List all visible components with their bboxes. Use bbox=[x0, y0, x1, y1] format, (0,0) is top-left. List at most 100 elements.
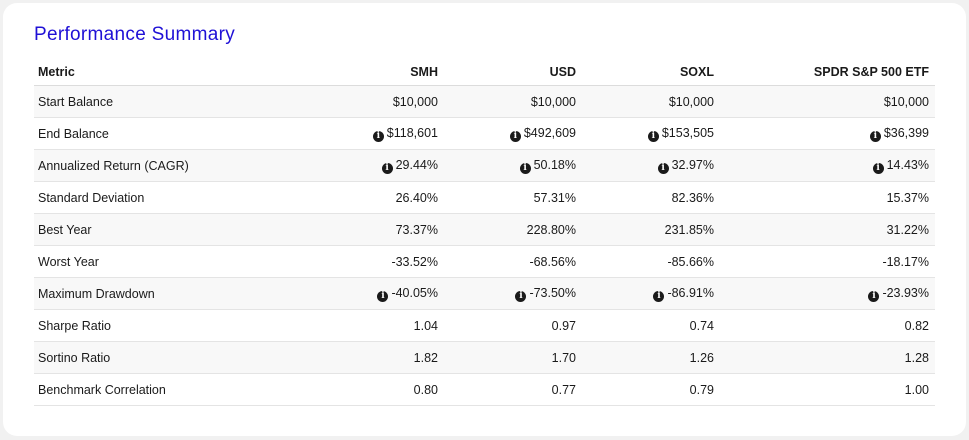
cell-soxl: -85.66% bbox=[582, 245, 720, 278]
metric-label: Worst Year bbox=[34, 245, 314, 278]
cell-value: 1.70 bbox=[551, 350, 576, 365]
metric-label: Sharpe Ratio bbox=[34, 309, 314, 342]
cell-value: -23.93% bbox=[882, 285, 929, 300]
metric-label: Annualized Return (CAGR) bbox=[34, 149, 314, 182]
info-icon[interactable]: i bbox=[647, 130, 659, 142]
cell-value: 14.43% bbox=[886, 157, 929, 172]
column-header-usd: USD bbox=[444, 59, 582, 86]
cell-value: 1.26 bbox=[689, 350, 714, 365]
cell-value: -68.56% bbox=[529, 254, 576, 269]
cell-spdr-sp500-etf: i 14.43% bbox=[720, 149, 935, 182]
cell-soxl: 231.85% bbox=[582, 213, 720, 246]
table-row: Sharpe Ratio 1.04 0.97 0.74 0.82 bbox=[34, 309, 935, 342]
cell-value: -73.50% bbox=[529, 285, 576, 300]
cell-usd: $10,000 bbox=[444, 85, 582, 118]
metric-label: Benchmark Correlation bbox=[34, 373, 314, 406]
cell-soxl: 0.74 bbox=[582, 309, 720, 342]
cell-soxl: i -86.91% bbox=[582, 277, 720, 310]
info-icon[interactable]: i bbox=[868, 290, 880, 302]
cell-spdr-sp500-etf: i $36,399 bbox=[720, 117, 935, 150]
info-icon[interactable]: i bbox=[509, 130, 521, 142]
table-row: Worst Year -33.52% -68.56% -85.66% -18.17% bbox=[34, 245, 935, 278]
cell-value: $10,000 bbox=[668, 94, 714, 109]
cell-value: 0.82 bbox=[904, 318, 929, 333]
cell-spdr-sp500-etf: 1.28 bbox=[720, 341, 935, 374]
metric-label: Standard Deviation bbox=[34, 181, 314, 214]
cell-soxl: i $153,505 bbox=[582, 117, 720, 150]
cell-usd: i $492,609 bbox=[444, 117, 582, 150]
cell-value: 29.44% bbox=[395, 157, 438, 172]
cell-value: 15.37% bbox=[886, 190, 929, 205]
cell-soxl: 82.36% bbox=[582, 181, 720, 214]
metric-label: Start Balance bbox=[34, 85, 314, 118]
cell-usd: 0.77 bbox=[444, 373, 582, 406]
cell-value: 32.97% bbox=[671, 157, 714, 172]
cell-value: 228.80% bbox=[526, 222, 576, 237]
info-icon[interactable]: i bbox=[515, 290, 527, 302]
info-icon[interactable]: i bbox=[657, 162, 669, 174]
cell-spdr-sp500-etf: $10,000 bbox=[720, 85, 935, 118]
cell-value: $10,000 bbox=[883, 94, 929, 109]
cell-value: $10,000 bbox=[530, 94, 576, 109]
cell-smh: 1.04 bbox=[314, 309, 444, 342]
cell-usd: 1.70 bbox=[444, 341, 582, 374]
info-icon[interactable]: i bbox=[372, 130, 384, 142]
cell-value: $118,601 bbox=[386, 125, 438, 140]
metric-label: End Balance bbox=[34, 117, 314, 150]
cell-value: 31.22% bbox=[886, 222, 929, 237]
cell-value: $492,609 bbox=[523, 125, 576, 140]
info-icon[interactable]: i bbox=[872, 162, 884, 174]
table-row: Annualized Return (CAGR) i 29.44% i 50.18% i 3… bbox=[34, 149, 935, 182]
info-icon[interactable]: i bbox=[519, 162, 531, 174]
cell-usd: -68.56% bbox=[444, 245, 582, 278]
table-row: Start Balance $10,000 $10,000 $10,000 $10,00… bbox=[34, 85, 935, 118]
table-row: Maximum Drawdown i -40.05% i -73.50% i -86.91%… bbox=[34, 277, 935, 310]
performance-summary-card: Performance Summary Metric SMH USD SOXL … bbox=[3, 3, 966, 436]
cell-spdr-sp500-etf: 1.00 bbox=[720, 373, 935, 406]
cell-value: -85.66% bbox=[667, 254, 714, 269]
cell-value: -33.52% bbox=[391, 254, 438, 269]
cell-value: 57.31% bbox=[533, 190, 576, 205]
info-icon[interactable]: i bbox=[869, 130, 881, 142]
cell-value: 1.04 bbox=[413, 318, 438, 333]
cell-value: 0.79 bbox=[689, 382, 714, 397]
table-row: End Balance i $118,601 i $492,609 i $153,505 i $… bbox=[34, 117, 935, 150]
cell-value: $153,505 bbox=[661, 125, 714, 140]
cell-value: $36,399 bbox=[883, 125, 929, 140]
cell-spdr-sp500-etf: 31.22% bbox=[720, 213, 935, 246]
cell-value: 231.85% bbox=[664, 222, 714, 237]
cell-smh: i -40.05% bbox=[314, 277, 444, 310]
cell-value: 50.18% bbox=[533, 157, 576, 172]
cell-smh: 1.82 bbox=[314, 341, 444, 374]
cell-value: $10,000 bbox=[392, 94, 438, 109]
table-body: Start Balance $10,000 $10,000 $10,000 $10,00… bbox=[34, 85, 935, 406]
info-icon[interactable]: i bbox=[381, 162, 393, 174]
cell-value: 73.37% bbox=[395, 222, 438, 237]
cell-spdr-sp500-etf: 0.82 bbox=[720, 309, 935, 342]
cell-value: 1.28 bbox=[904, 350, 929, 365]
section-title: Performance Summary bbox=[34, 24, 236, 45]
metric-label: Best Year bbox=[34, 213, 314, 246]
cell-value: -18.17% bbox=[882, 254, 929, 269]
info-icon[interactable]: i bbox=[653, 290, 665, 302]
cell-soxl: $10,000 bbox=[582, 85, 720, 118]
cell-smh: $10,000 bbox=[314, 85, 444, 118]
cell-smh: i 29.44% bbox=[314, 149, 444, 182]
cell-usd: i 50.18% bbox=[444, 149, 582, 182]
column-header-spdr-sp500-etf: SPDR S&P 500 ETF bbox=[720, 59, 935, 86]
table-row: Best Year 73.37% 228.80% 231.85% 31.22% bbox=[34, 213, 935, 246]
metric-label: Maximum Drawdown bbox=[34, 277, 314, 310]
cell-smh: 0.80 bbox=[314, 373, 444, 406]
cell-usd: 57.31% bbox=[444, 181, 582, 214]
metric-label: Sortino Ratio bbox=[34, 341, 314, 374]
cell-usd: 0.97 bbox=[444, 309, 582, 342]
cell-value: 26.40% bbox=[395, 190, 438, 205]
info-icon[interactable]: i bbox=[377, 290, 389, 302]
table-row: Sortino Ratio 1.82 1.70 1.26 1.28 bbox=[34, 341, 935, 374]
cell-value: 82.36% bbox=[671, 190, 714, 205]
cell-smh: -33.52% bbox=[314, 245, 444, 278]
cell-spdr-sp500-etf: 15.37% bbox=[720, 181, 935, 214]
cell-value: 1.82 bbox=[413, 350, 438, 365]
cell-smh: i $118,601 bbox=[314, 117, 444, 150]
cell-spdr-sp500-etf: -18.17% bbox=[720, 245, 935, 278]
